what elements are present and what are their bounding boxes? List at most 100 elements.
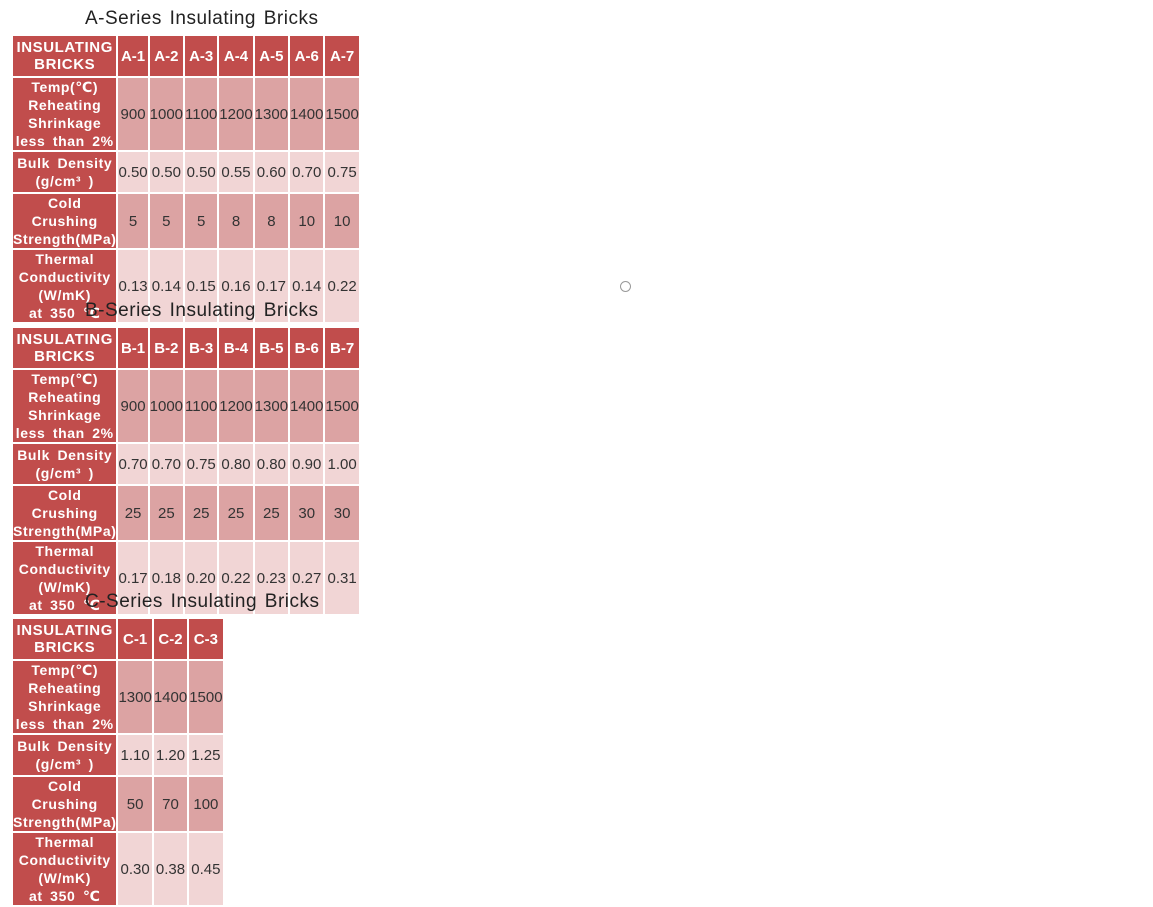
table-cell: 25 — [149, 486, 184, 540]
column-header: B-1 — [118, 328, 148, 368]
table-row: Bulk Density (g/cm³ ) 0.50 0.50 0.50 0.5… — [13, 152, 359, 192]
row-label-line: Thermal Conductivity — [18, 251, 111, 285]
section-title: B-Series Insulating Bricks — [85, 300, 319, 321]
b-series-table: INSULATING BRICKS B-1 B-2 B-3 B-4 B-5 B-… — [11, 326, 361, 616]
header-label: INSULATING BRICKS — [13, 36, 117, 76]
column-header: A-3 — [185, 36, 218, 76]
column-header: B-3 — [185, 328, 218, 368]
table-cell: 0.18 — [149, 542, 184, 614]
table-cell: 25 — [219, 486, 253, 540]
table-cell: 0.45 — [189, 833, 223, 905]
row-label-line: at 350 ℃ — [29, 305, 101, 321]
table-cell: 900 — [118, 78, 148, 150]
table-cell: 0.60 — [254, 152, 289, 192]
column-header: B-6 — [290, 328, 324, 368]
column-header: A-7 — [325, 36, 359, 76]
table-cell: 10 — [290, 194, 324, 248]
table-cell: 1.20 — [153, 735, 188, 775]
table-cell: 0.27 — [290, 542, 324, 614]
table-cell: 50 — [118, 777, 152, 831]
table-cell: 1.00 — [325, 444, 359, 484]
a-series-table: INSULATING BRICKS A-1 A-2 A-3 A-4 A-5 A-… — [11, 34, 361, 324]
header-label: INSULATING BRICKS — [13, 328, 117, 368]
column-header: C-1 — [118, 619, 152, 659]
table-row: Temp(℃) Reheating Shrinkage less than 2%… — [13, 78, 359, 150]
table-cell: 5 — [185, 194, 218, 248]
table-row: Thermal Conductivity (W/mK) at 350 ℃ 0.3… — [13, 833, 223, 905]
table-cell: 0.13 — [118, 250, 148, 322]
table-cell: 25 — [185, 486, 218, 540]
row-label-line: at 350 ℃ — [29, 888, 101, 904]
row-label-line: (W/mK) — [38, 579, 92, 595]
column-header: B-5 — [254, 328, 289, 368]
table-row: Cold Crushing Strength(MPa) 25 25 25 25 … — [13, 486, 359, 540]
table-cell: 1100 — [185, 78, 218, 150]
table-cell: 100 — [189, 777, 223, 831]
table-cell: 0.90 — [290, 444, 324, 484]
table-cell: 1400 — [290, 370, 324, 442]
table-cell: 0.22 — [325, 250, 359, 322]
table-cell: 25 — [118, 486, 148, 540]
table-header-row: INSULATING BRICKS A-1 A-2 A-3 A-4 A-5 A-… — [13, 36, 359, 76]
table-cell: 0.70 — [290, 152, 324, 192]
table-cell: 1.25 — [189, 735, 223, 775]
table-cell: 0.80 — [254, 444, 289, 484]
table-cell: 0.50 — [118, 152, 148, 192]
table-cell: 0.31 — [325, 542, 359, 614]
row-label-line: Thermal Conductivity — [18, 834, 111, 868]
table-header-row: INSULATING BRICKS C-1 C-2 C-3 — [13, 619, 223, 659]
table-cell: 900 — [118, 370, 148, 442]
table-cell: 10 — [325, 194, 359, 248]
table-cell: 0.75 — [325, 152, 359, 192]
table-cell: 5 — [149, 194, 184, 248]
table-cell: 1200 — [219, 78, 253, 150]
table-cell: 1400 — [153, 661, 188, 733]
table-row: Bulk Density (g/cm³ ) 1.10 1.20 1.25 — [13, 735, 223, 775]
table-cell: 1000 — [149, 370, 184, 442]
row-label-thermal-conductivity: Thermal Conductivity (W/mK) at 350 ℃ — [13, 542, 117, 614]
column-header: B-2 — [149, 328, 184, 368]
column-header: A-4 — [219, 36, 253, 76]
table-row: Temp(℃) Reheating Shrinkage less than 2%… — [13, 661, 223, 733]
table-cell: 1500 — [325, 78, 359, 150]
row-label: Bulk Density (g/cm³ ) — [13, 152, 117, 192]
table-cell: 1500 — [325, 370, 359, 442]
table-row: Bulk Density (g/cm³ ) 0.70 0.70 0.75 0.8… — [13, 444, 359, 484]
table-cell: 1200 — [219, 370, 253, 442]
row-label: Temp(℃) Reheating Shrinkage less than 2% — [13, 370, 117, 442]
table-cell: 0.75 — [185, 444, 218, 484]
row-label: Cold Crushing Strength(MPa) — [13, 777, 117, 831]
table-cell: 0.20 — [185, 542, 218, 614]
circle-marker-icon — [620, 281, 631, 292]
table-cell: 30 — [325, 486, 359, 540]
table-cell: 0.50 — [149, 152, 184, 192]
table-cell: 1.10 — [118, 735, 152, 775]
table-cell: 0.17 — [118, 542, 148, 614]
table-cell: 0.16 — [219, 250, 253, 322]
table-row: Thermal Conductivity (W/mK) at 350 ℃ 0.1… — [13, 250, 359, 322]
column-header: A-5 — [254, 36, 289, 76]
row-label: Bulk Density (g/cm³ ) — [13, 444, 117, 484]
row-label-line: at 350 ℃ — [29, 597, 101, 613]
row-label: Bulk Density (g/cm³ ) — [13, 735, 117, 775]
c-series-table: INSULATING BRICKS C-1 C-2 C-3 Temp(℃) Re… — [11, 617, 225, 907]
table-cell: 0.50 — [185, 152, 218, 192]
column-header: A-1 — [118, 36, 148, 76]
table-cell: 30 — [290, 486, 324, 540]
table-cell: 8 — [219, 194, 253, 248]
column-header: A-6 — [290, 36, 324, 76]
table-cell: 0.17 — [254, 250, 289, 322]
table-cell: 8 — [254, 194, 289, 248]
table-row: Thermal Conductivity (W/mK) at 350 ℃ 0.1… — [13, 542, 359, 614]
column-header: B-4 — [219, 328, 253, 368]
table-cell: 0.14 — [149, 250, 184, 322]
table-cell: 0.14 — [290, 250, 324, 322]
row-label-thermal-conductivity: Thermal Conductivity (W/mK) at 350 ℃ — [13, 250, 117, 322]
section-title: C-Series Insulating Bricks — [85, 591, 320, 612]
row-label-line: (W/mK) — [38, 870, 92, 886]
column-header: A-2 — [149, 36, 184, 76]
table-cell: 25 — [254, 486, 289, 540]
table-cell: 0.23 — [254, 542, 289, 614]
table-cell: 0.70 — [149, 444, 184, 484]
row-label: Temp(℃) Reheating Shrinkage less than 2% — [13, 661, 117, 733]
